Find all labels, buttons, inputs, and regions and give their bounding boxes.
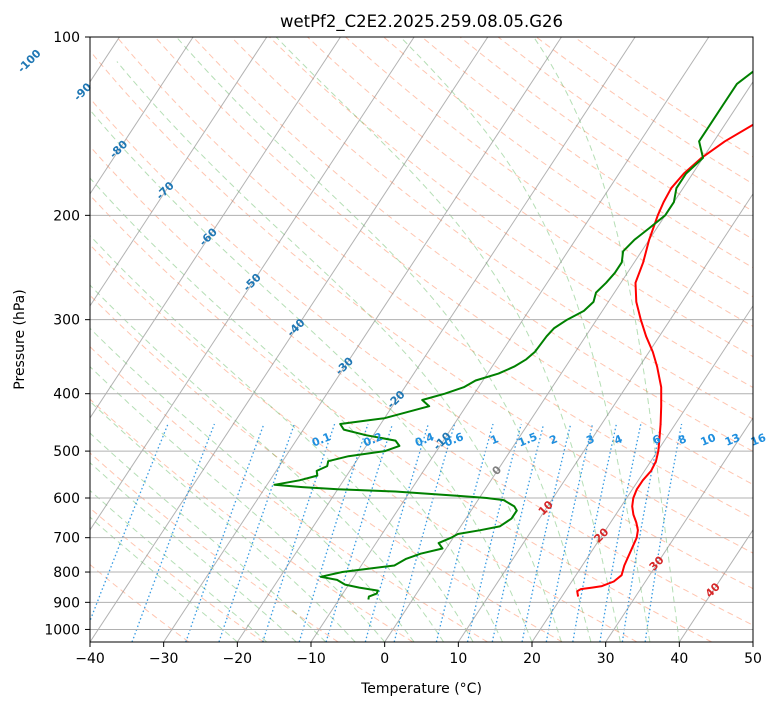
mixing-ratio-line [131,423,216,642]
moist-adiabat [90,109,533,642]
y-tick-label: 500 [53,444,80,460]
mixing-ratio-line [466,423,522,642]
x-tick-label: −30 [149,651,179,667]
mixing-ratio-line [599,423,642,642]
mixing-ratio-line [572,423,618,642]
mixing-ratio-label: 10 [699,431,718,449]
dry-adiabat [90,145,753,626]
x-tick-label: 0 [380,651,389,667]
mixing-ratio-line [185,423,265,642]
x-tick-label: 30 [597,651,615,667]
isotherm-line [90,37,341,419]
mixing-ratio-line [364,423,429,642]
moist-adiabat [533,37,680,642]
dry-adiabat [90,97,753,590]
isotherm-line [384,80,753,642]
isotherm-line [90,37,194,195]
dry-adiabat [116,37,753,519]
x-tick-label: 10 [449,651,467,667]
x-axis: −40 −30 −20 −10 0 10 20 30 40 50 [75,642,762,667]
x-axis-label: Temperature (°C) [360,681,482,697]
profile-layer [273,70,753,600]
moist-adiabat [90,327,415,642]
mixing-ratio-label: 3 [584,432,596,447]
temperature-profile [576,123,753,597]
isotherm-line [163,37,562,642]
dry-adiabat [307,37,753,358]
isotherm-line [90,37,489,642]
x-tick-label: 50 [744,651,762,667]
x-tick-label: 20 [523,651,541,667]
dewpoint-profile [273,70,753,600]
isotherm-line [236,37,636,642]
y-tick-label: 300 [53,313,80,329]
x-tick-label: −40 [75,651,105,667]
y-axis: 100 200 300 400 500 600 700 800 900 1000 [44,30,90,638]
mixing-ratio-label: 8 [676,432,688,447]
y-tick-label: 200 [53,208,80,224]
y-tick-label: 100 [53,30,80,46]
x-tick-label: −20 [223,651,253,667]
y-tick-label: 700 [53,531,80,547]
plot-frame [89,36,754,643]
mixing-ratio-label: 1 [489,432,501,447]
dry-adiabat [90,50,753,554]
mixing-ratio-label: 2 [548,432,560,447]
y-tick-label: 400 [53,387,80,403]
x-tick-label: 40 [670,651,688,667]
moist-adiabat [90,400,356,642]
mixing-ratio-line [644,423,683,642]
dry-adiabat [383,37,753,298]
isotherm-line [90,37,415,531]
moist-adiabat [90,284,445,642]
y-tick-label: 900 [53,595,80,611]
isotherm-line [90,37,268,307]
y-tick-label: 1000 [44,622,80,638]
isotherm-line [678,529,753,642]
dry-adiabat [345,37,753,327]
moist-adiabat [176,37,592,642]
mixing-ratio-label: 13 [723,431,742,449]
mixing-ratio-line [393,423,456,642]
x-tick-label: −10 [296,651,326,667]
y-tick-label: 800 [53,565,80,581]
isotherm-line [310,37,710,642]
dry-adiabat [192,37,753,452]
moist-adiabat [90,489,268,642]
moist-adiabat [116,61,562,642]
background-lines [90,37,753,642]
mixing-ratio-label: 16 [749,431,768,449]
moist-adiabat [90,365,386,642]
chart-title: wetPf2_C2E2.2025.259.08.05.G26 [280,12,563,32]
mixing-ratio-line [621,423,662,642]
mixing-ratio-line [521,423,572,642]
mixing-ratio-line [90,423,169,623]
dry-adiabat [90,346,488,642]
mixing-ratio-line [545,423,594,642]
isotherm-line [531,304,753,642]
isotherm-line [457,192,753,642]
dry-adiabat [154,37,753,485]
dry-adiabat [90,507,264,642]
mixing-ratio-line [491,423,545,642]
moist-adiabat [400,37,651,642]
mixing-ratio-line [435,423,494,642]
isotherm-line [605,417,753,642]
y-tick-label: 600 [53,491,80,507]
moist-adiabat [275,37,621,642]
dry-adiabat [90,294,563,642]
y-axis-label: Pressure (hPa) [12,289,28,389]
moist-adiabat [90,234,474,642]
